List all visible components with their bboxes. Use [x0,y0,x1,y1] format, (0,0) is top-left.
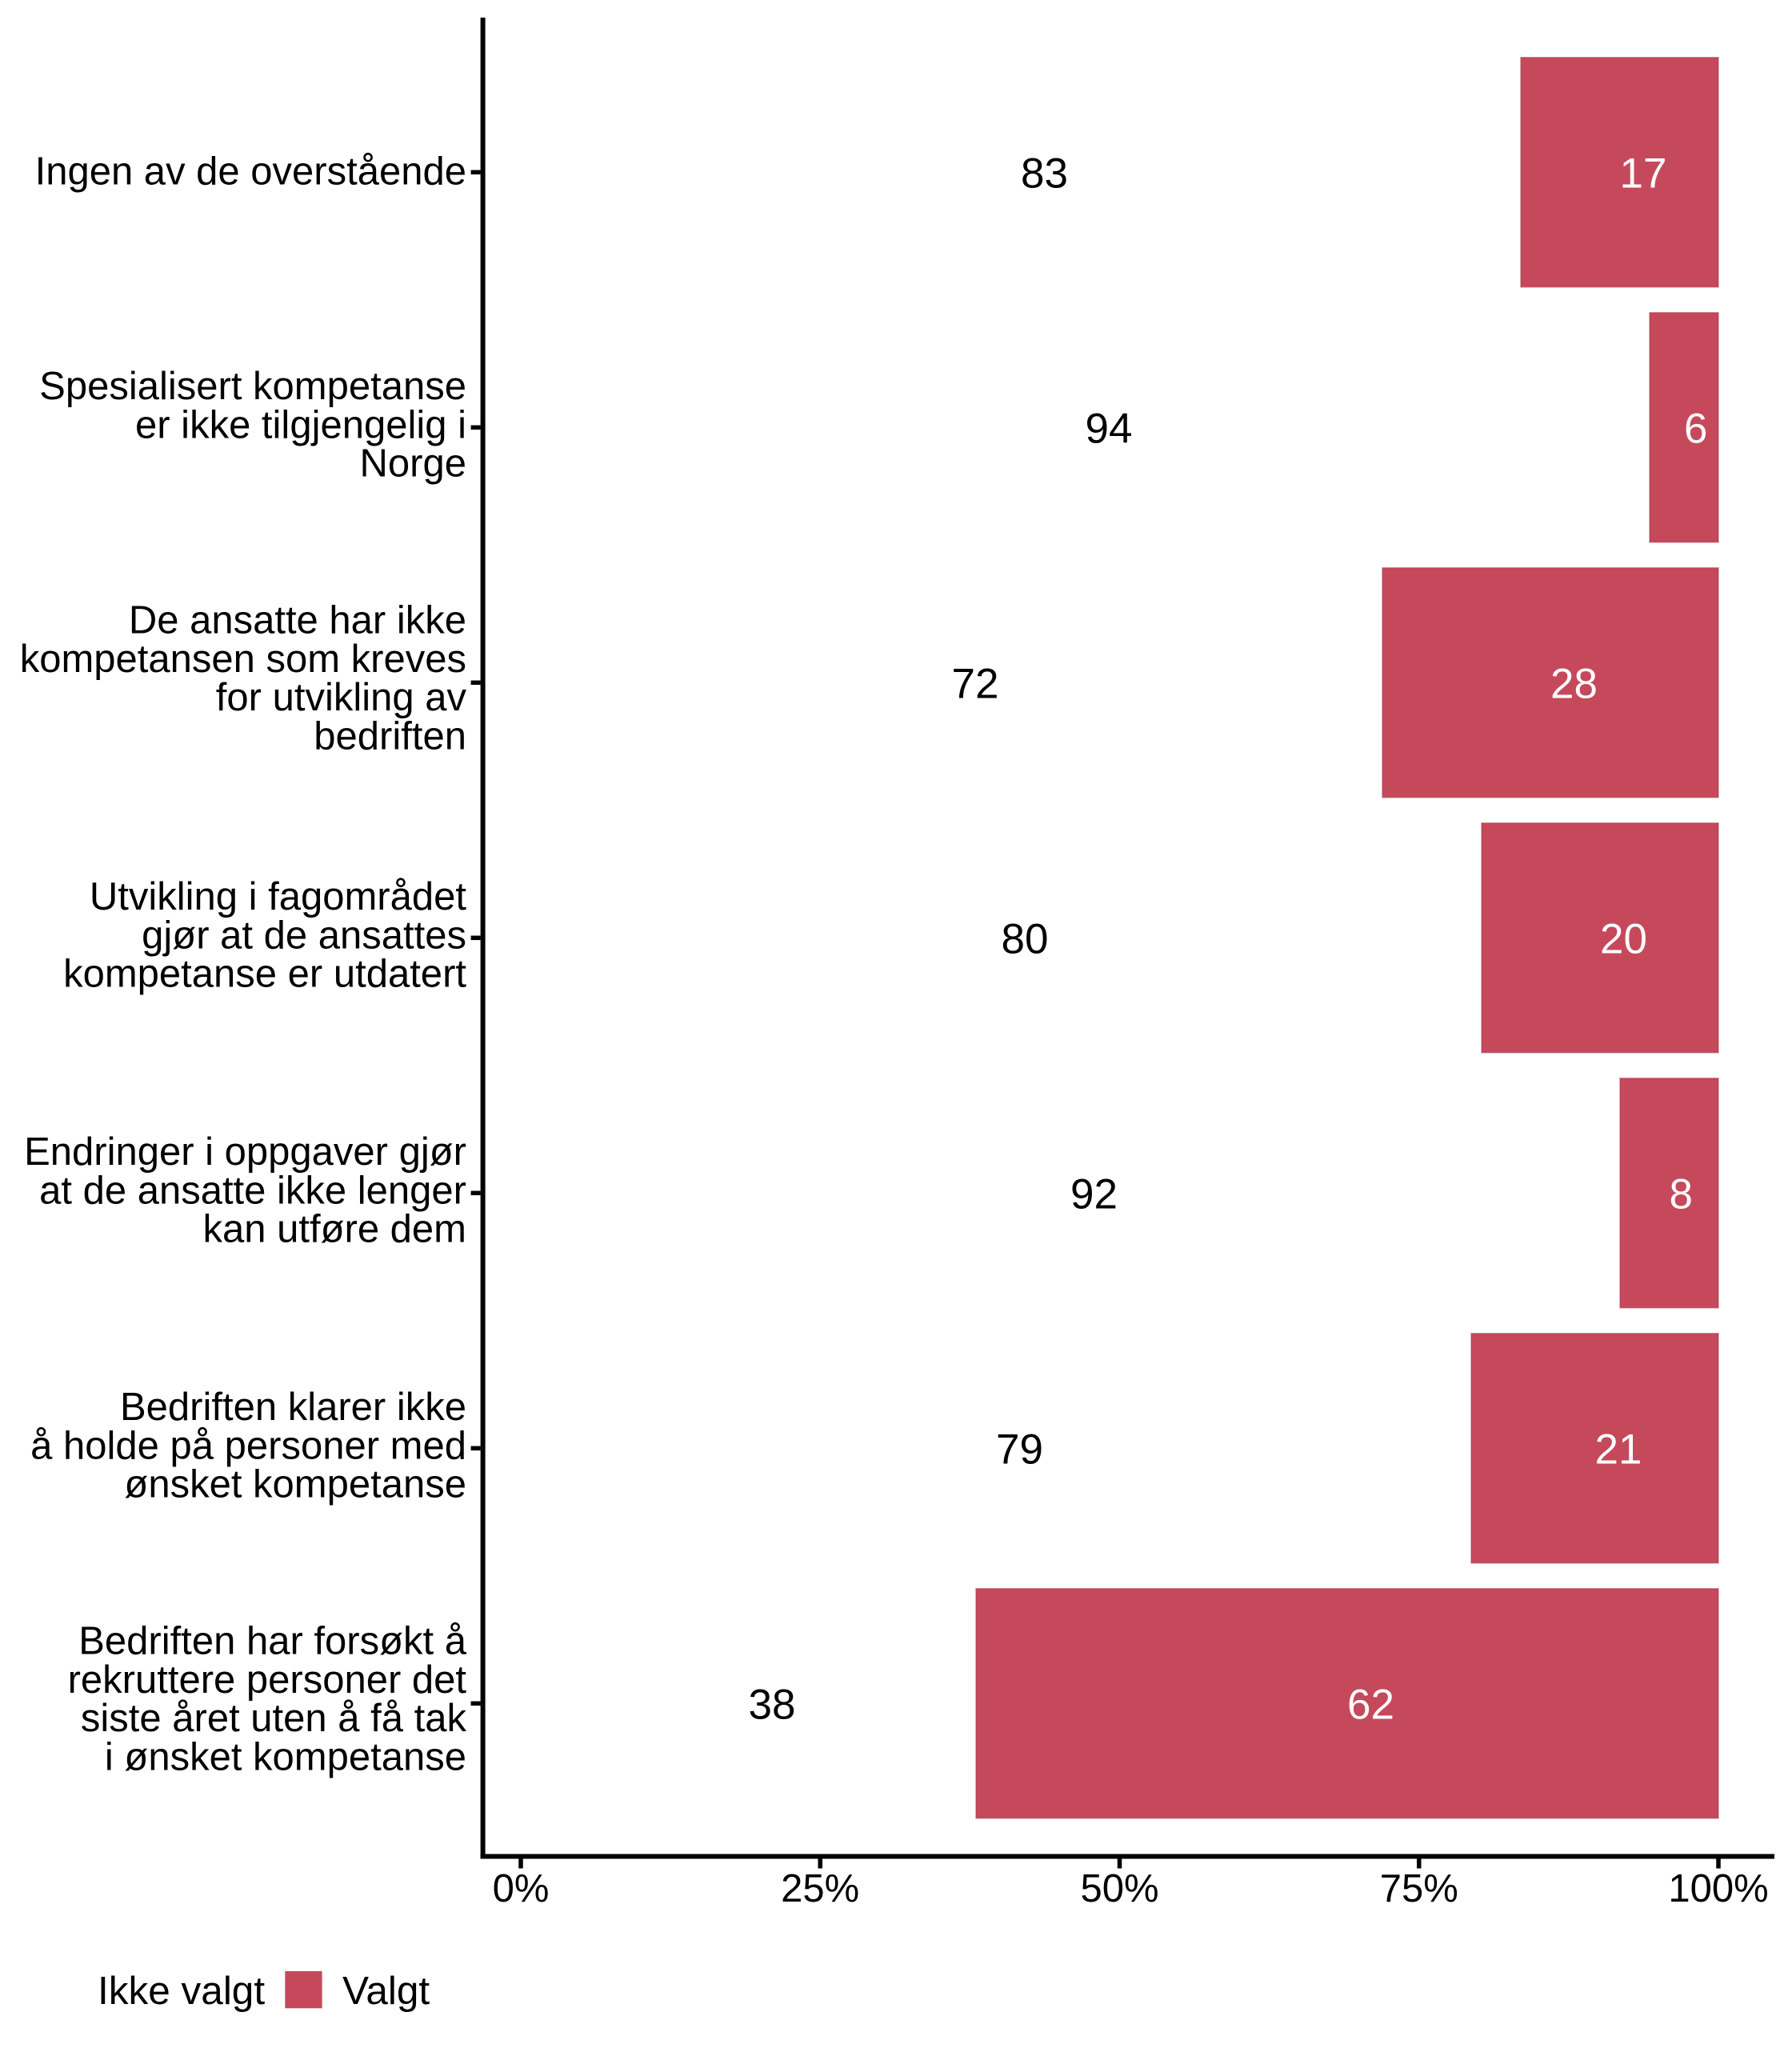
svg-text:20: 20 [1600,915,1647,962]
svg-text:Ikke valgt: Ikke valgt [98,1969,265,2013]
svg-text:Valgt: Valgt [342,1969,430,2013]
svg-text:er ikke tilgjengelig i: er ikke tilgjengelig i [135,403,466,446]
svg-text:6: 6 [1684,405,1707,452]
svg-text:Bedriften har forsøkt å: Bedriften har forsøkt å [78,1620,467,1663]
svg-text:92: 92 [1070,1170,1118,1218]
svg-text:ønsket kompetanse: ønsket kompetanse [124,1463,466,1506]
svg-text:0%: 0% [493,1867,550,1910]
svg-text:Ingen av de overstående: Ingen av de overstående [35,150,466,193]
svg-text:83: 83 [1021,150,1068,197]
svg-text:at de ansatte ikke lenger: at de ansatte ikke lenger [39,1169,466,1212]
svg-text:De ansatte har ikke: De ansatte har ikke [129,599,466,642]
svg-text:for utvikling av: for utvikling av [216,676,467,719]
svg-text:75%: 75% [1380,1867,1458,1910]
svg-text:80: 80 [1002,915,1049,962]
svg-text:rekruttere personer det: rekruttere personer det [68,1658,467,1702]
svg-text:100%: 100% [1668,1867,1768,1910]
svg-text:28: 28 [1550,660,1598,707]
svg-text:kompetansen som kreves: kompetansen som kreves [20,638,466,681]
svg-text:72: 72 [952,660,999,707]
svg-text:bedriften: bedriften [314,714,466,758]
svg-text:94: 94 [1086,405,1133,452]
svg-text:Norge: Norge [360,442,466,486]
svg-text:21: 21 [1595,1426,1642,1473]
svg-text:62: 62 [1347,1681,1394,1728]
svg-text:kompetanse er utdatert: kompetanse er utdatert [63,953,466,996]
svg-text:i ønsket kompetanse: i ønsket kompetanse [105,1735,466,1778]
svg-text:Endringer i oppgaver gjør: Endringer i oppgaver gjør [24,1130,466,1174]
svg-text:siste året uten å få tak: siste året uten å få tak [81,1697,467,1740]
svg-text:17: 17 [1620,150,1667,197]
svg-text:gjør at de ansattes: gjør at de ansattes [142,914,466,957]
svg-text:50%: 50% [1080,1867,1158,1910]
svg-text:8: 8 [1670,1170,1693,1218]
svg-text:kan utføre dem: kan utføre dem [202,1208,466,1251]
svg-text:Utvikling i fagområdet: Utvikling i fagområdet [90,875,467,918]
svg-text:25%: 25% [781,1867,859,1910]
svg-text:38: 38 [749,1681,796,1728]
svg-text:å holde på personer med: å holde på personer med [30,1424,466,1467]
svg-text:79: 79 [996,1426,1043,1473]
svg-text:Spesialisert kompetanse: Spesialisert kompetanse [39,365,466,408]
svg-text:Bedriften klarer ikke: Bedriften klarer ikke [120,1386,466,1429]
